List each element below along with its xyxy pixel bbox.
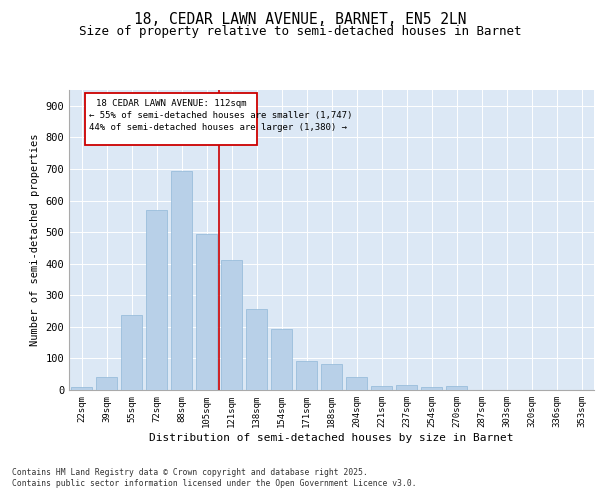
Bar (96, 376, 117, 390)
Bar (396, 385, 417, 390)
Text: 44% of semi-detached houses are larger (1,380) →: 44% of semi-detached houses are larger (… (89, 123, 347, 132)
Bar (246, 308, 267, 390)
Bar (346, 378, 367, 390)
Text: ← 55% of semi-detached houses are smaller (1,747): ← 55% of semi-detached houses are smalle… (89, 112, 352, 120)
FancyBboxPatch shape (85, 93, 257, 146)
X-axis label: Distribution of semi-detached houses by size in Barnet: Distribution of semi-detached houses by … (149, 432, 514, 442)
Text: 18, CEDAR LAWN AVENUE, BARNET, EN5 2LN: 18, CEDAR LAWN AVENUE, BARNET, EN5 2LN (134, 12, 466, 28)
Text: Size of property relative to semi-detached houses in Barnet: Size of property relative to semi-detach… (79, 25, 521, 38)
Bar (171, 171, 192, 390)
Text: 18 CEDAR LAWN AVENUE: 112sqm: 18 CEDAR LAWN AVENUE: 112sqm (95, 99, 246, 108)
Bar (446, 386, 467, 390)
Bar (271, 330, 292, 390)
Bar (146, 210, 167, 390)
Bar (121, 315, 142, 390)
Bar (196, 234, 217, 390)
Text: Contains HM Land Registry data © Crown copyright and database right 2025.
Contai: Contains HM Land Registry data © Crown c… (12, 468, 416, 487)
Bar (421, 387, 442, 390)
Bar (296, 360, 317, 390)
Bar (321, 364, 342, 390)
Y-axis label: Number of semi-detached properties: Number of semi-detached properties (30, 134, 40, 346)
Bar (371, 386, 392, 390)
Bar (221, 260, 242, 390)
Bar (71, 388, 92, 390)
